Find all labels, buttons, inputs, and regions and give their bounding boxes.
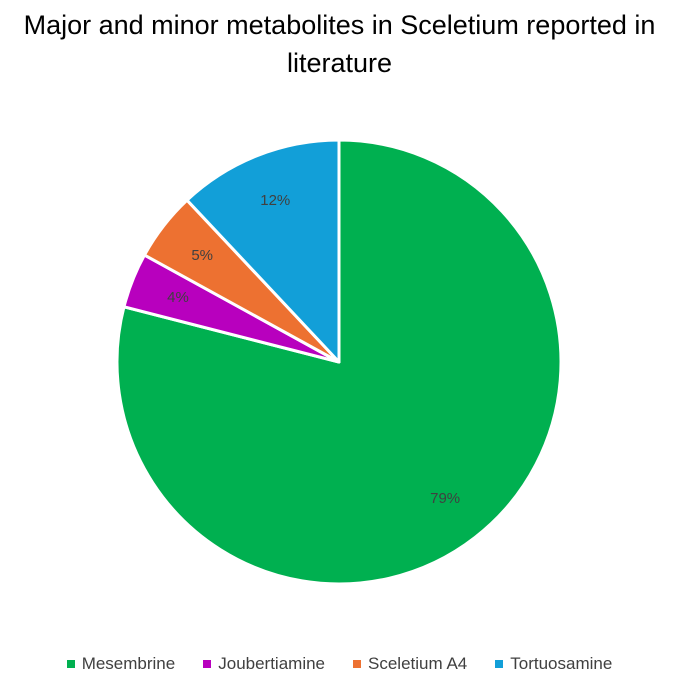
legend-item-mesembrine: Mesembrine bbox=[66, 654, 176, 674]
legend-item-joubertiamine: Joubertiamine bbox=[203, 654, 325, 674]
pie-data-labels: 79% 4% 5% 12% bbox=[167, 192, 460, 507]
data-label-joubertiamine: 4% bbox=[167, 289, 189, 306]
legend-item-sceletium-a4: Sceletium A4 bbox=[353, 654, 467, 674]
data-label-mesembrine: 79% bbox=[430, 490, 460, 507]
legend-swatch bbox=[203, 660, 212, 668]
legend-label: Joubertiamine bbox=[218, 654, 326, 673]
legend-label: Mesembrine bbox=[81, 654, 176, 673]
legend-swatch bbox=[66, 660, 75, 668]
chart-legend: Mesembrine Joubertiamine Sceletium A4 Tortu… bbox=[0, 654, 679, 674]
legend-item-tortuosamine: Tortuosamine bbox=[495, 654, 612, 674]
chart-title: Major and minor metabolites in Sceletium… bbox=[23, 10, 656, 78]
legend-label: Sceletium A4 bbox=[368, 654, 468, 673]
legend-swatch bbox=[495, 660, 504, 668]
pie-slices bbox=[115, 138, 563, 586]
data-label-sceletium-a4: 5% bbox=[191, 247, 213, 264]
data-label-tortuosamine: 12% bbox=[260, 192, 290, 209]
pie-slice-tortuosamine bbox=[185, 138, 341, 364]
legend-label: Tortuosamine bbox=[510, 654, 613, 673]
legend-swatch bbox=[353, 660, 362, 668]
